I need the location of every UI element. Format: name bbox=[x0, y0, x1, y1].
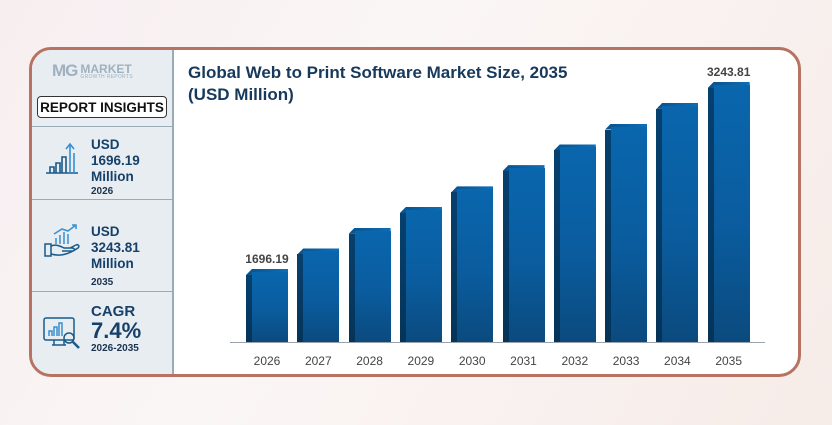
logo-mark-icon: MG bbox=[52, 61, 78, 80]
kpi-unit: Million bbox=[91, 169, 134, 184]
infographic-frame: MG MARKET GROWTH REPORTS REPORT INSIGHTS… bbox=[29, 47, 801, 377]
bar-chart: Global Web to Print Software Market Size… bbox=[174, 50, 798, 374]
x-tick-label: 2026 bbox=[253, 354, 281, 368]
report-insights-sidebar: MG MARKET GROWTH REPORTS REPORT INSIGHTS… bbox=[32, 50, 174, 374]
chart-title: Global Web to Print Software Market Size… bbox=[188, 63, 568, 104]
kpi-period: 2026 bbox=[91, 186, 114, 197]
x-tick-label: 2035 bbox=[715, 354, 743, 368]
kpi-unit: Million bbox=[91, 256, 134, 271]
report-insights-label: REPORT INSIGHTS bbox=[37, 96, 167, 118]
x-tick-label: 2028 bbox=[356, 354, 383, 368]
hand-chart-icon bbox=[44, 224, 80, 257]
x-tick-label: 2032 bbox=[561, 354, 589, 368]
x-tick-label: 2029 bbox=[407, 354, 435, 368]
bar-2034 bbox=[656, 102, 699, 342]
bar-2027 bbox=[297, 248, 340, 342]
bar-2028 bbox=[348, 227, 391, 342]
kpi-2035-value: USD 3243.81 Million 2035 bbox=[32, 199, 172, 292]
monitor-analytics-icon bbox=[43, 317, 80, 349]
kpi-period: 2026-2035 bbox=[91, 343, 139, 354]
bar-2033 bbox=[605, 123, 648, 342]
kpi-value: USD 3243.81 bbox=[91, 224, 140, 255]
kpi-2026-value: USD 1696.19 Million 2026 bbox=[32, 126, 172, 200]
x-tick-label: 2033 bbox=[612, 354, 640, 368]
bar-2031 bbox=[502, 165, 545, 342]
bar-2029 bbox=[399, 207, 442, 342]
data-label: 3243.81 bbox=[706, 65, 751, 79]
x-tick-label: 2034 bbox=[664, 354, 691, 368]
x-tick-label: 2030 bbox=[458, 354, 486, 368]
bar-2026 bbox=[246, 269, 288, 342]
x-tick-label: 2027 bbox=[304, 354, 332, 368]
bar-growth-icon bbox=[46, 142, 78, 174]
kpi-value: USD 1696.19 bbox=[91, 137, 140, 168]
data-label: 1696.19 bbox=[245, 252, 289, 266]
kpi-label: CAGR bbox=[91, 303, 136, 320]
kpi-period: 2035 bbox=[91, 277, 114, 288]
bar-2030 bbox=[451, 186, 494, 342]
cagr-value: 7.4% bbox=[91, 318, 142, 343]
x-tick-label: 2031 bbox=[510, 354, 537, 368]
kpi-cagr: CAGR 7.4% 2026-2035 bbox=[32, 291, 172, 374]
brand-logo: MG MARKET GROWTH REPORTS bbox=[52, 60, 133, 82]
bar-2035 bbox=[707, 82, 750, 342]
brand-name: MARKET bbox=[80, 61, 132, 76]
bar-2032 bbox=[553, 144, 596, 342]
x-axis-line bbox=[230, 342, 765, 343]
brand-tagline: GROWTH REPORTS bbox=[80, 73, 133, 80]
